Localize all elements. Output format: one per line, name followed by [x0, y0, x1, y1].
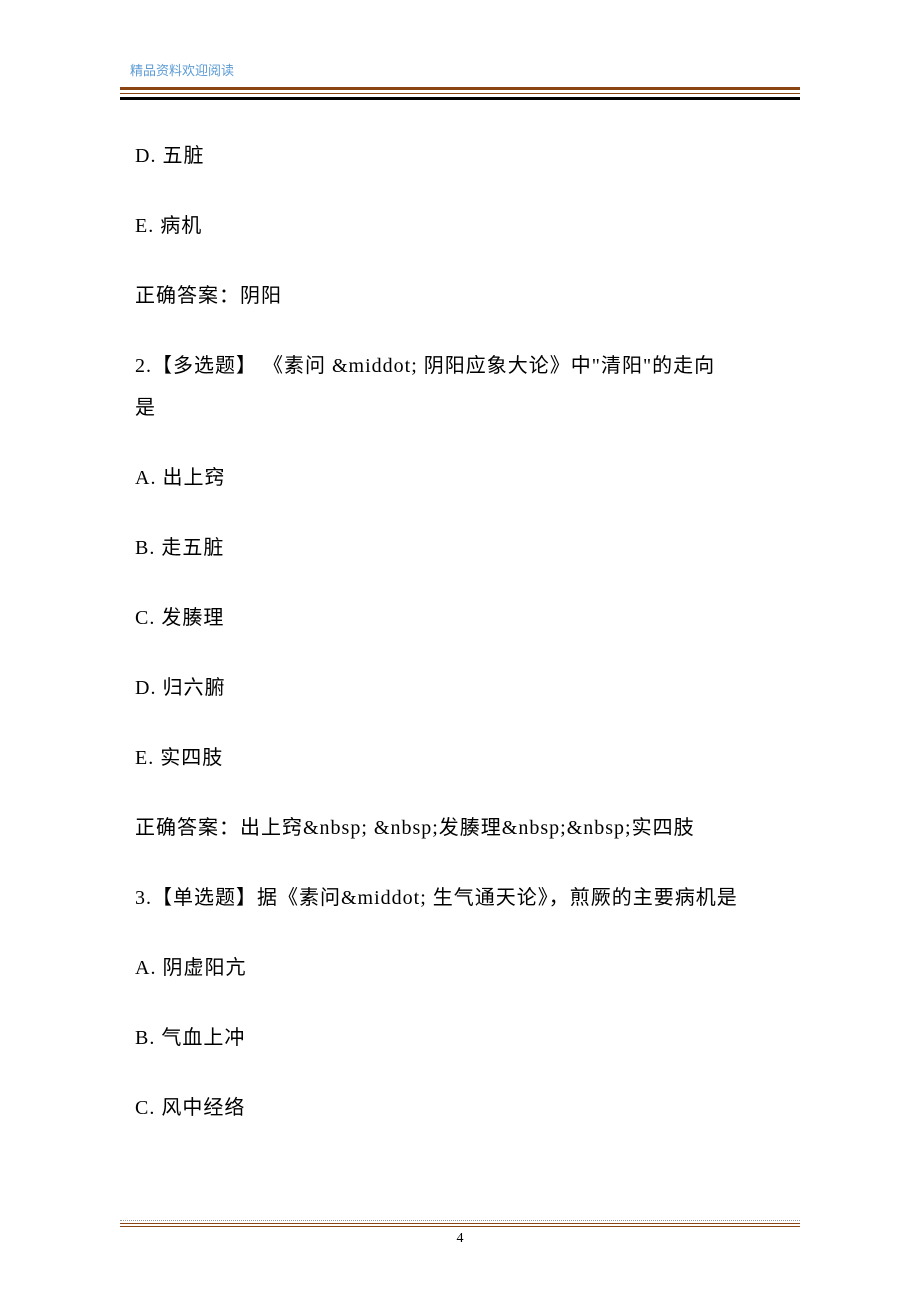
footer-divider-solid: [120, 1223, 800, 1227]
header-divider-brown: [120, 87, 800, 94]
q2-option-d: D. 归六腑: [135, 672, 785, 704]
option-d: D. 五脏: [135, 140, 785, 172]
page-footer: 4: [120, 1220, 800, 1247]
q3-option-a: A. 阴虚阳亢: [135, 952, 785, 984]
q2-answer: 正确答案：出上窍&nbsp; &nbsp;发腠理&nbsp;&nbsp;实四肢: [135, 812, 785, 844]
q3-option-c: C. 风中经络: [135, 1092, 785, 1124]
q2-option-a: A. 出上窍: [135, 462, 785, 494]
header-watermark: 精品资料欢迎阅读: [130, 60, 800, 79]
q3-option-b: B. 气血上冲: [135, 1022, 785, 1054]
q2-option-e: E. 实四肢: [135, 742, 785, 774]
question-2-line1: 2.【多选题】 《素问 &middot; 阴阳应象大论》中"清阳"的走向: [135, 350, 785, 382]
q2-option-c: C. 发腠理: [135, 602, 785, 634]
question-2-line2: 是: [135, 392, 785, 424]
option-e: E. 病机: [135, 210, 785, 242]
footer-divider-dotted: [120, 1220, 800, 1221]
document-content: D. 五脏 E. 病机 正确答案：阴阳 2.【多选题】 《素问 &middot;…: [120, 140, 800, 1124]
question-3: 3.【单选题】据《素问&middot; 生气通天论》，煎厥的主要病机是: [135, 882, 785, 914]
header-divider-black: [120, 97, 800, 100]
q2-option-b: B. 走五脏: [135, 532, 785, 564]
page-number: 4: [120, 1231, 800, 1247]
correct-answer-1: 正确答案：阴阳: [135, 280, 785, 312]
